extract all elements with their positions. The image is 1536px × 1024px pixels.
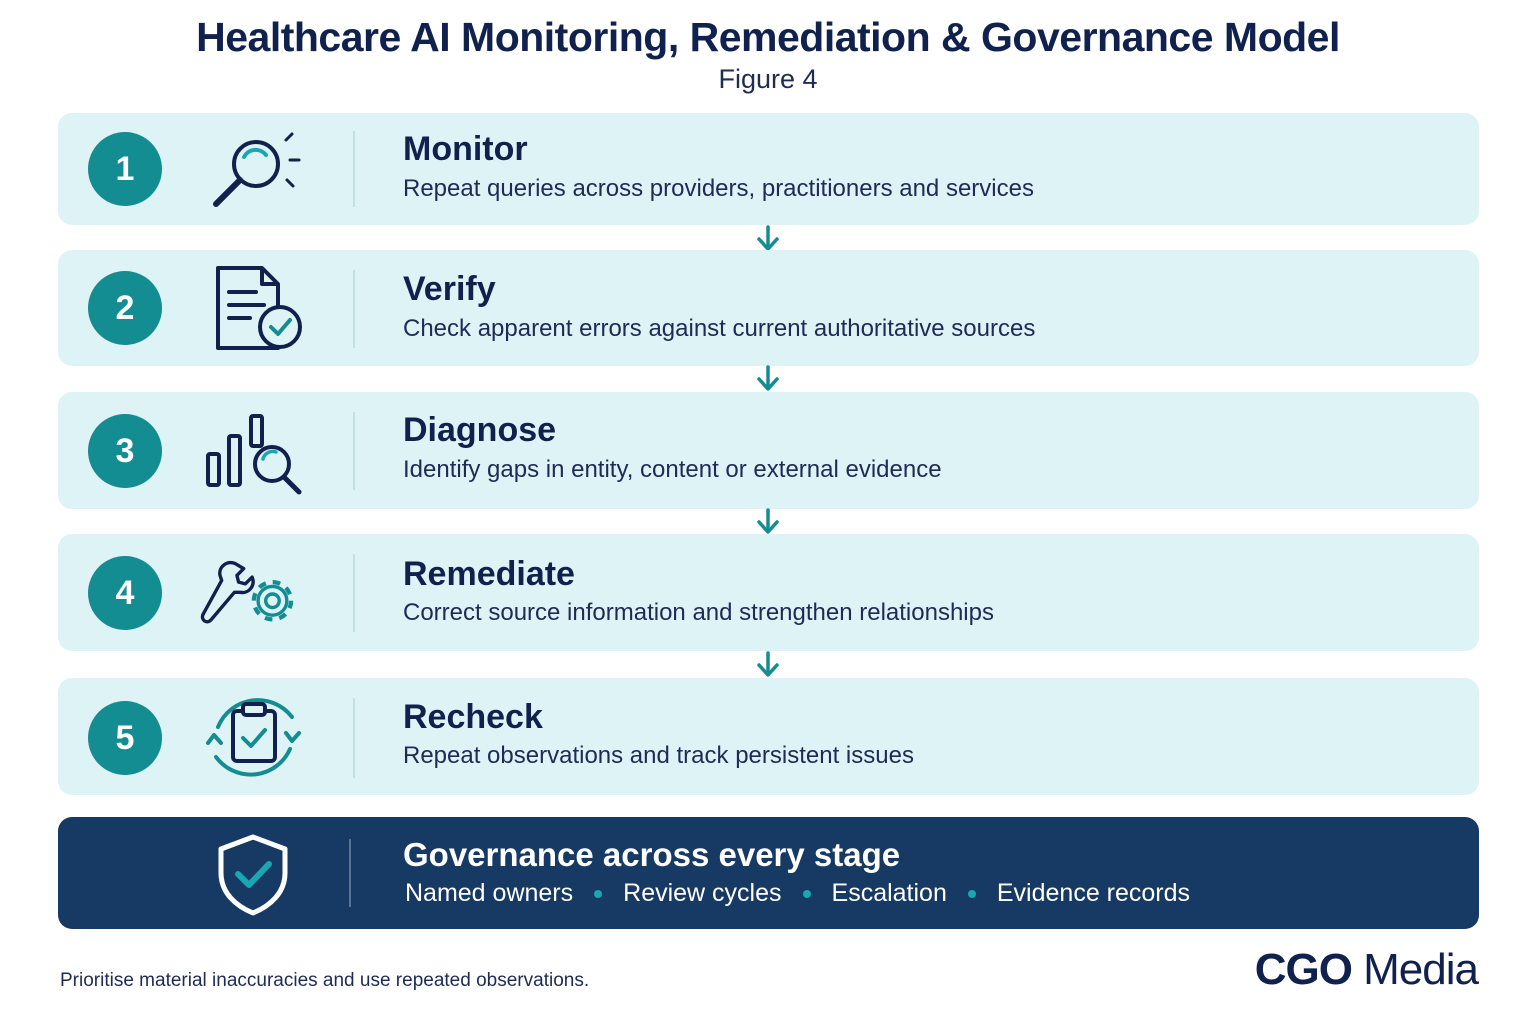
step-title: Remediate xyxy=(403,555,575,593)
step-description: Correct source information and strengthe… xyxy=(403,599,994,626)
step-divider xyxy=(353,412,355,490)
governance-band: Governance across every stage Named owne… xyxy=(58,817,1479,929)
shield-check-icon xyxy=(208,833,298,917)
arrow-down-icon xyxy=(757,508,779,534)
clipboard-cycle-icon xyxy=(198,687,308,787)
figure-label: Figure 4 xyxy=(718,64,818,94)
step-title: Diagnose xyxy=(403,411,557,449)
step-remediate: 4 Remediate Correct source information a… xyxy=(58,534,1479,651)
bullet-dot xyxy=(594,889,603,898)
brand-name-bold: CGO xyxy=(1254,945,1353,994)
step-number: 3 xyxy=(88,414,162,488)
step-title: Recheck xyxy=(403,698,543,736)
governance-item: Review cycles xyxy=(623,879,782,907)
chart-search-icon xyxy=(198,402,308,502)
footnote: Prioritise material inaccuracies and use… xyxy=(60,970,590,991)
step-description: Repeat observations and track persistent… xyxy=(403,742,914,769)
governance-divider xyxy=(349,839,351,907)
governance-items: Named owners Review cycles Escalation Ev… xyxy=(405,879,1190,908)
step-description: Identify gaps in entity, content or exte… xyxy=(403,456,942,483)
wrench-gear-icon xyxy=(198,544,308,644)
step-divider xyxy=(353,131,355,207)
step-description: Repeat queries across providers, practit… xyxy=(403,175,1034,202)
governance-item: Evidence records xyxy=(996,879,1191,907)
governance-item: Escalation xyxy=(831,879,947,907)
bullet-dot xyxy=(802,889,811,898)
step-divider xyxy=(353,270,355,348)
step-monitor: 1 Monitor Repeat queries across provider… xyxy=(58,113,1479,225)
step-divider xyxy=(353,554,355,632)
arrow-down-icon xyxy=(757,651,779,677)
step-description: Check apparent errors against current au… xyxy=(403,315,1036,342)
page-title: Healthcare AI Monitoring, Remediation & … xyxy=(196,14,1340,60)
step-recheck: 5 Recheck Repeat observations and track … xyxy=(58,678,1479,795)
governance-item: Named owners xyxy=(405,879,574,907)
step-divider xyxy=(353,698,355,778)
magnifier-icon xyxy=(198,119,308,219)
step-number: 4 xyxy=(88,556,162,630)
step-number: 5 xyxy=(88,701,162,775)
step-title: Verify xyxy=(403,270,496,308)
governance-title: Governance across every stage xyxy=(403,836,901,873)
step-title: Monitor xyxy=(403,130,528,168)
step-number: 1 xyxy=(88,132,162,206)
brand-name-light: Media xyxy=(1351,945,1479,994)
arrow-down-icon xyxy=(757,225,779,251)
step-number: 2 xyxy=(88,271,162,345)
step-verify: 2 Verify Check apparent errors against c… xyxy=(58,250,1479,366)
bullet-dot xyxy=(967,889,976,898)
document-check-icon xyxy=(198,258,308,358)
brand-logo: CGO Media xyxy=(1254,945,1479,995)
step-diagnose: 3 Diagnose Identify gaps in entity, cont… xyxy=(58,392,1479,509)
arrow-down-icon xyxy=(757,365,779,391)
